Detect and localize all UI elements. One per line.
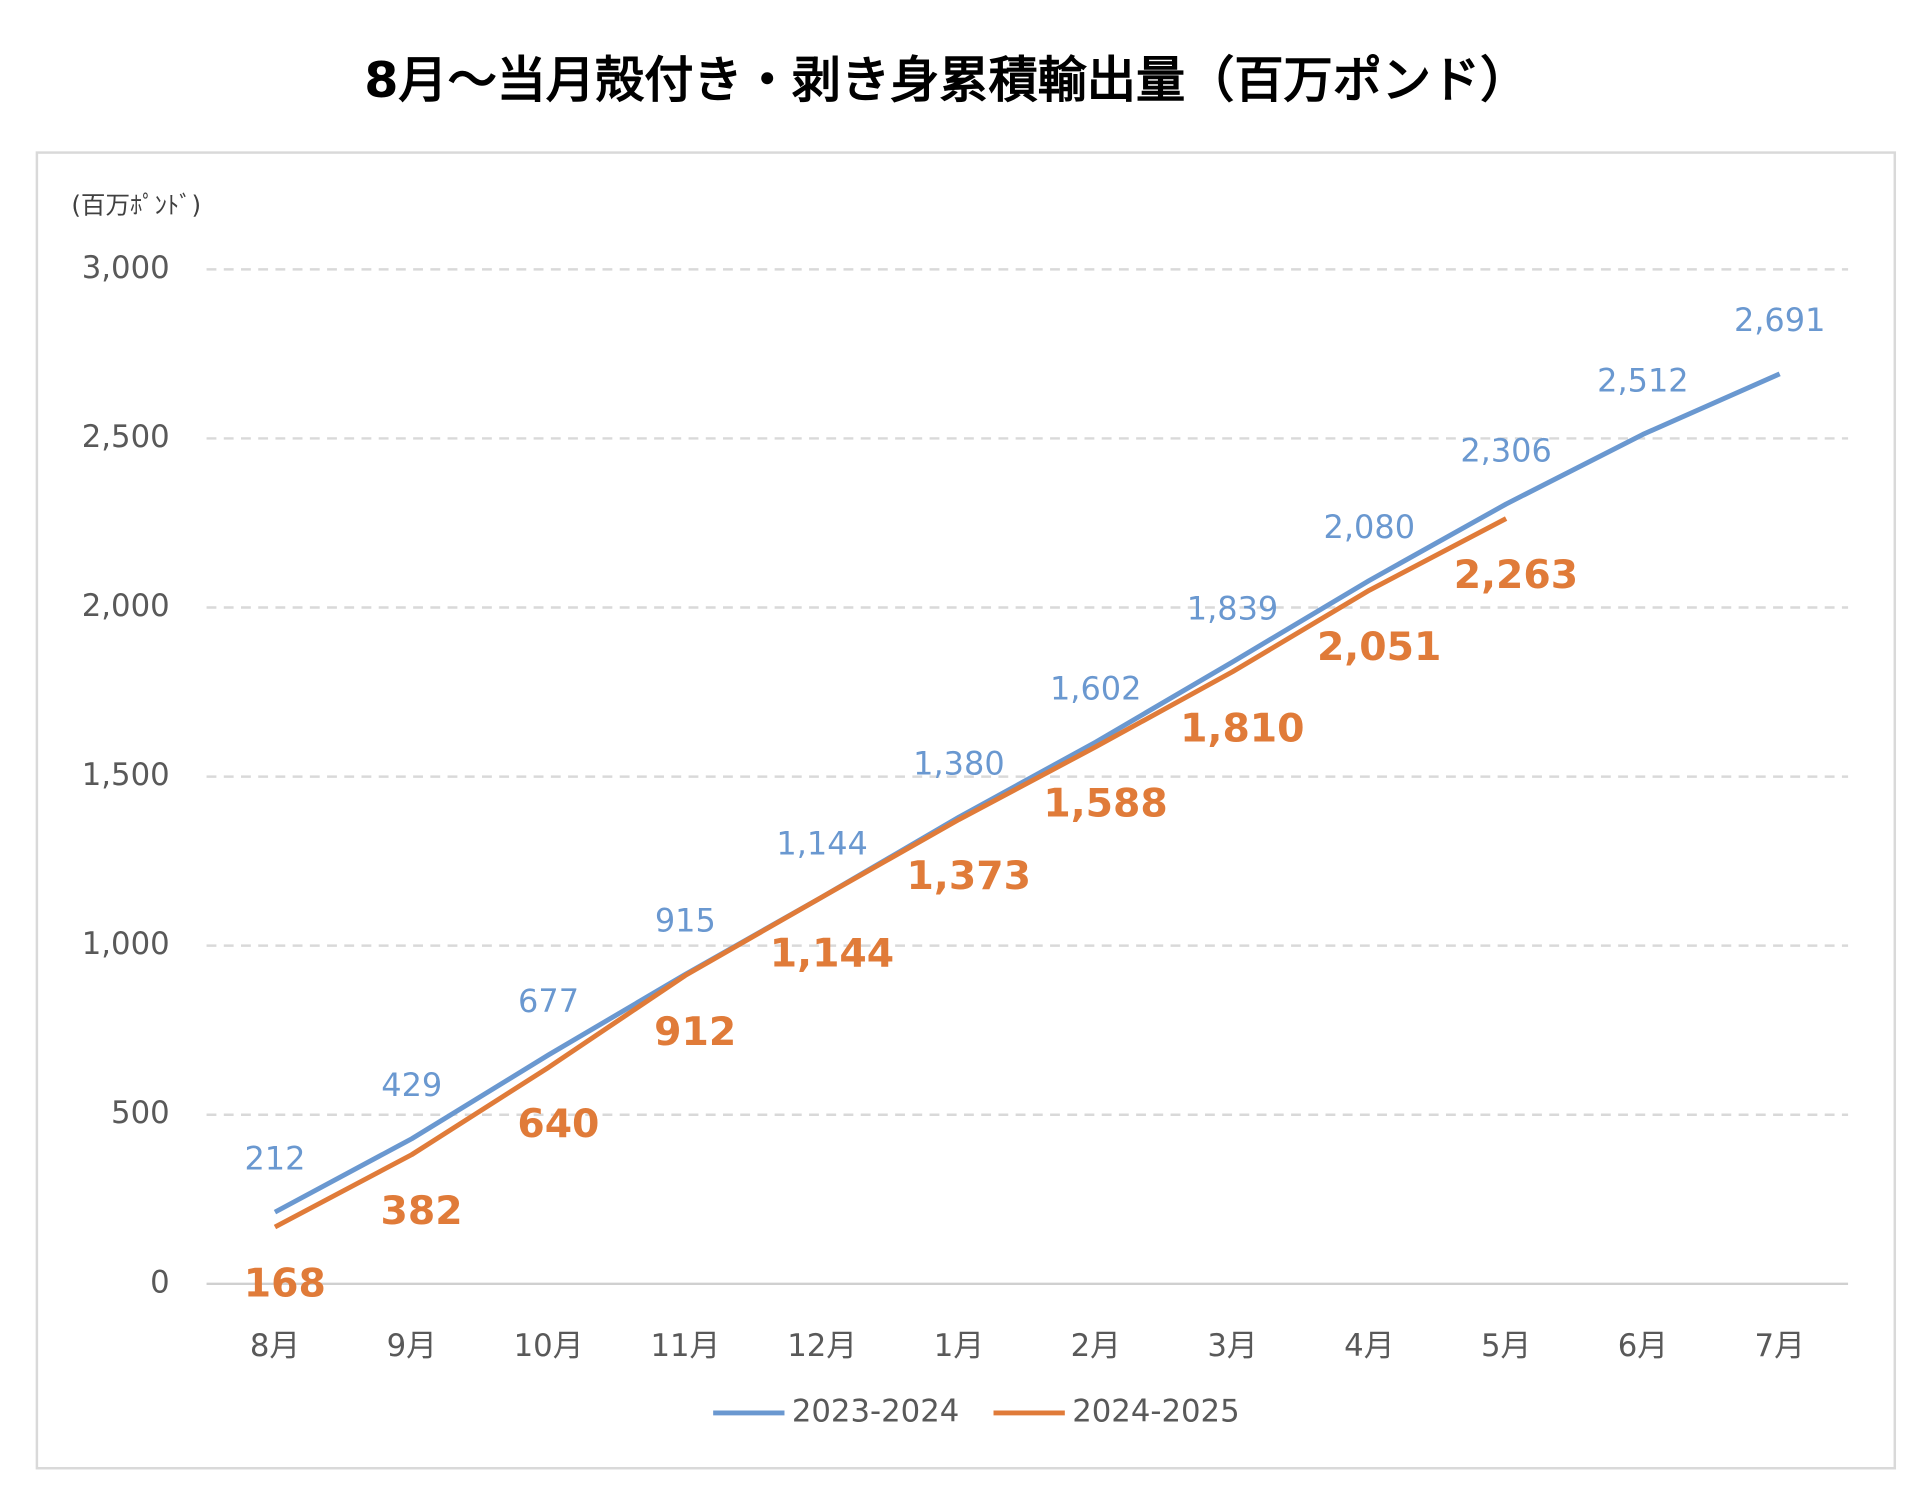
x-tick-label: 1月 — [934, 1328, 984, 1364]
data-label: 1,144 — [770, 930, 894, 976]
x-tick-label: 4月 — [1344, 1328, 1394, 1364]
series-line — [273, 371, 1781, 1215]
legend-label: 2024-2025 — [1072, 1393, 1239, 1429]
y-axis-label: (百万ﾎﾟﾝﾄﾞ) — [71, 191, 201, 220]
data-label: 382 — [381, 1188, 463, 1234]
data-label: 1,839 — [1187, 589, 1278, 627]
data-label: 2,306 — [1460, 431, 1551, 469]
y-tick-label: 0 — [150, 1264, 170, 1300]
series-line — [273, 516, 1508, 1230]
x-tick-label: 8月 — [250, 1328, 300, 1364]
chart-frame — [35, 151, 1897, 1470]
x-tick-label: 11月 — [650, 1328, 720, 1364]
data-label: 912 — [654, 1009, 736, 1055]
legend-label: 2023-2024 — [792, 1393, 959, 1429]
data-label: 640 — [517, 1101, 599, 1147]
x-tick-label: 9月 — [387, 1328, 437, 1364]
data-label: 1,602 — [1050, 669, 1141, 707]
data-label: 1,380 — [913, 745, 1004, 783]
data-label: 2,080 — [1324, 508, 1415, 546]
data-label: 168 — [244, 1261, 326, 1307]
x-tick-label: 3月 — [1207, 1328, 1257, 1364]
data-label: 2,512 — [1597, 362, 1688, 400]
x-tick-label: 2月 — [1071, 1328, 1121, 1364]
x-tick-label: 6月 — [1618, 1328, 1668, 1364]
y-tick-label: 500 — [111, 1095, 170, 1131]
y-tick-label: 2,000 — [82, 588, 170, 624]
chart-title: 8月～当月殻付き・剥き身累積輸出量（百万ポンド） — [364, 51, 1529, 109]
x-tick-label: 7月 — [1755, 1328, 1805, 1364]
data-label: 1,373 — [907, 853, 1031, 899]
data-label: 1,144 — [776, 824, 867, 862]
data-label: 429 — [381, 1066, 442, 1104]
y-tick-label: 2,500 — [82, 419, 170, 455]
y-tick-label: 1,500 — [82, 757, 170, 793]
x-tick-label: 10月 — [514, 1328, 584, 1364]
x-tick-label: 12月 — [787, 1328, 857, 1364]
y-tick-label: 1,000 — [82, 926, 170, 962]
data-label: 1,810 — [1180, 705, 1304, 751]
data-label: 2,263 — [1454, 552, 1578, 598]
data-label: 677 — [518, 982, 579, 1020]
data-label: 212 — [244, 1139, 305, 1177]
data-label: 2,051 — [1317, 624, 1441, 670]
data-label: 2,691 — [1734, 301, 1825, 339]
y-tick-label: 3,000 — [82, 250, 170, 286]
data-label: 915 — [655, 902, 716, 940]
data-label: 1,588 — [1043, 780, 1167, 826]
x-tick-label: 5月 — [1481, 1328, 1531, 1364]
